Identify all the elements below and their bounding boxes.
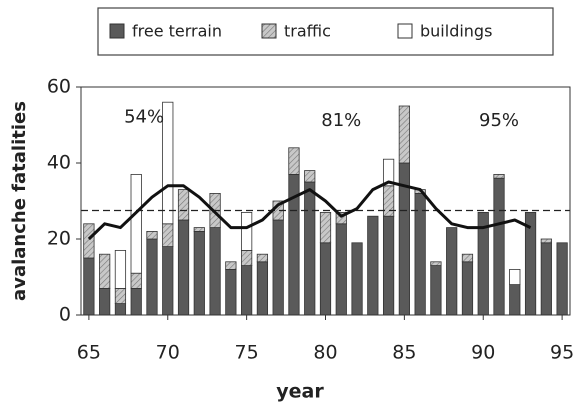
bar-segment [99, 253, 111, 289]
y-tick-label: 40 [47, 152, 71, 174]
legend-swatch [397, 23, 413, 39]
bar-segment [288, 147, 300, 175]
bar-segment [382, 215, 395, 316]
bar-segment [540, 242, 552, 316]
y-axis-label: avalanche fatalities [9, 101, 30, 301]
legend-frame [97, 7, 554, 56]
x-tick-label: 80 [313, 342, 337, 364]
bar-segment [351, 242, 363, 316]
y-tick-label: 20 [47, 228, 71, 250]
bar-segment [509, 268, 521, 285]
y-tick-label: 60 [47, 76, 71, 98]
bar-segment [241, 265, 253, 316]
bar-segment [193, 230, 205, 316]
bar-segment [382, 158, 395, 187]
bar-segment [130, 173, 142, 274]
x-tick-label: 65 [77, 342, 101, 364]
legend-swatch [109, 23, 125, 39]
bar-segment [493, 177, 505, 316]
bar-segment [430, 261, 442, 266]
bar-segment [256, 253, 269, 263]
bar-segment [304, 170, 316, 183]
trend-line [87, 180, 532, 241]
bar-segment [493, 173, 505, 179]
bar-segment [130, 287, 142, 316]
legend-label: free terrain [132, 22, 222, 41]
bar-segment [146, 230, 158, 240]
x-axis-label: year [276, 381, 324, 403]
bar-segment [146, 238, 158, 316]
legend-swatch [261, 23, 277, 39]
bar-segment [241, 211, 253, 251]
bar-segment [398, 105, 410, 164]
x-tick-label: 75 [235, 342, 259, 364]
bar-segment [114, 287, 127, 304]
bar-segment [225, 261, 237, 270]
bar-segment [335, 211, 347, 225]
bar-segment [177, 189, 190, 221]
bar-segment [225, 268, 237, 316]
bar-segment [430, 265, 442, 316]
annotation: 81% [321, 110, 361, 131]
bar-segment [83, 257, 95, 316]
annotation: 95% [479, 110, 519, 131]
bar-segment [241, 249, 253, 266]
x-tick-label: 95 [550, 342, 574, 364]
bar-segment [556, 242, 568, 316]
legend-label: traffic [284, 22, 331, 41]
plot-frame [80, 86, 571, 316]
bar-segment [83, 223, 95, 259]
bar-segment [319, 242, 332, 316]
x-tick-label: 85 [392, 342, 416, 364]
bar-segment [177, 219, 190, 316]
bar-segment [256, 261, 269, 316]
bar-segment [540, 238, 552, 244]
x-tick-label: 70 [156, 342, 180, 364]
bar-segment [130, 272, 142, 289]
bar-segment [524, 211, 537, 316]
bar-segment [99, 287, 111, 316]
x-tick-label: 90 [471, 342, 495, 364]
bar-segment [382, 185, 395, 217]
bar-segment [367, 215, 379, 316]
bar-segment [335, 223, 347, 316]
bar-segment [414, 192, 426, 316]
bar-segment [446, 227, 458, 316]
legend-label: buildings [420, 22, 492, 41]
annotation: 54% [124, 106, 164, 127]
bar-segment [272, 219, 284, 316]
bar-segment [509, 284, 521, 316]
bar-segment [209, 227, 221, 316]
bar-segment [319, 211, 332, 244]
bar-segment [162, 101, 174, 225]
bar-segment [193, 227, 205, 232]
bar-segment [162, 223, 174, 248]
bar-segment [114, 303, 127, 316]
bar-segment [461, 261, 474, 316]
bar-segment [114, 249, 127, 289]
bar-segment [304, 181, 316, 316]
y-tick-label: 0 [59, 304, 71, 326]
bar-segment [162, 246, 174, 316]
bar-segment [461, 253, 474, 263]
